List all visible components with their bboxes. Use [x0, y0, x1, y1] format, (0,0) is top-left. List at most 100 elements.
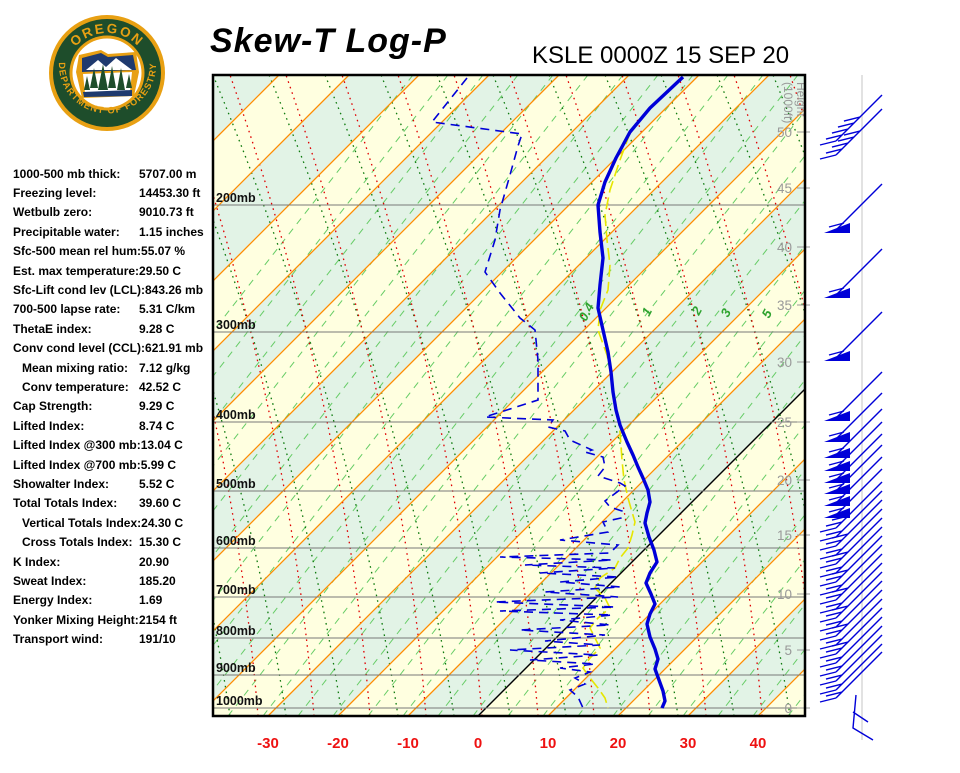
index-value: 8.74 C — [139, 418, 175, 433]
height-label: 35 — [777, 298, 792, 313]
isotherm-band — [828, 75, 960, 716]
temperature-axis-label: 0 — [474, 735, 482, 752]
wind-barb — [819, 481, 883, 533]
index-row: Total Totals Index: 39.60 C — [13, 494, 213, 513]
wind-barb — [824, 444, 883, 494]
index-value: 2154 ft — [139, 612, 178, 627]
index-value: 191/10 — [139, 632, 176, 647]
index-row: Yonker Mixing Height: 2154 ft — [13, 610, 213, 629]
index-label: Freezing level: — [13, 186, 97, 201]
moist-adiabat-line — [397, 75, 539, 716]
index-row: Conv temperature: 42.52 C — [13, 377, 213, 396]
pressure-label: 200mb — [216, 191, 256, 205]
height-label: 30 — [777, 355, 792, 370]
index-value: 42.52 C — [139, 379, 182, 394]
index-value: 9.28 C — [139, 321, 175, 336]
temperature-axis-label: -30 — [257, 735, 279, 752]
chart-border — [211, 73, 807, 718]
index-value: 5.99 C — [140, 457, 177, 472]
mixing-ratio-line — [213, 75, 414, 333]
index-value: 14453.30 ft — [139, 186, 201, 201]
index-label: Conv temperature: — [22, 379, 129, 394]
index-value: 20.90 — [139, 554, 170, 569]
wind-barb — [819, 607, 883, 659]
index-label: Showalter Index: — [13, 476, 110, 491]
index-value: 24.30 C — [141, 515, 184, 530]
mixing-ratio-line — [367, 154, 805, 716]
page-title: Skew-T Log-P — [210, 22, 447, 60]
wind-barb — [819, 499, 883, 551]
dry-adiabat-line — [213, 388, 287, 716]
moist-adiabat-line — [453, 75, 595, 716]
wind-barb — [824, 421, 883, 471]
wind-barb — [824, 433, 883, 483]
index-label: 1000-500 mb thick: — [13, 166, 121, 181]
index-row: Vertical Totals Index: 24.30 C — [13, 513, 213, 532]
index-value: 7.12 g/kg — [139, 360, 191, 375]
dry-adiabat-line — [213, 614, 231, 716]
mixing-ratio-line — [227, 75, 729, 716]
mixing-ratio-line — [577, 424, 805, 716]
indices-panel: 1000-500 mb thick: 5707.00 m Freezing leve… — [13, 164, 213, 649]
wind-barb — [852, 694, 874, 741]
index-label: 700-500 lapse rate: — [13, 302, 121, 317]
index-value: 185.20 — [139, 573, 176, 588]
wind-barb — [824, 183, 883, 233]
index-row: 1000-500 mb thick: 5707.00 m — [13, 164, 213, 183]
mixing-ratio-line — [213, 75, 519, 467]
index-row: Lifted Index @300 mb: 13.04 C — [13, 435, 213, 454]
index-label: Conv cond level (CCL): — [13, 341, 146, 356]
plot-grid: 0.4 1 2 3 5200mb300mb400mb500mb600mb700mb800… — [213, 75, 960, 716]
isotherm-line — [337, 248, 805, 716]
wind-barb — [819, 535, 883, 587]
mixing-ratio-line — [647, 513, 805, 716]
index-label: Cap Strength: — [13, 399, 93, 414]
index-label: Vertical Totals Index: — [22, 515, 142, 530]
dry-adiabat-line — [548, 75, 735, 716]
mixing-ratio-line — [507, 334, 805, 716]
dry-adiabat-line — [829, 75, 960, 716]
mixing-ratio-line — [402, 199, 805, 716]
wind-barb — [819, 589, 883, 641]
moist-adiabat-line — [621, 75, 763, 716]
index-row: Sweat Index: 185.20 — [13, 571, 213, 590]
index-label: ThetaE index: — [13, 321, 92, 336]
index-row: Mean mixing ratio: 7.12 g/kg — [13, 358, 213, 377]
moist-adiabat-line — [285, 75, 427, 716]
index-label: Est. max temperature: — [13, 263, 140, 278]
index-row: Transport wind: 191/10 — [13, 629, 213, 648]
index-row: Sfc-500 mean rel hum: 55.07 % — [13, 242, 213, 261]
pressure-label: 700mb — [216, 583, 256, 597]
mixing-ratio-line — [717, 603, 805, 716]
mixing-ratio-line — [262, 75, 764, 716]
index-label: K Index: — [13, 554, 61, 569]
dry-adiabat-line — [324, 75, 511, 716]
temperature-axis-label: -10 — [397, 735, 419, 752]
isotherm-line — [547, 458, 805, 716]
moist-adiabat-line — [565, 75, 707, 716]
wind-barb — [824, 456, 883, 506]
isotherm-line — [213, 75, 560, 422]
index-value: 29.50 C — [139, 263, 182, 278]
height-label: 50 — [777, 125, 792, 140]
pressure-label: 300mb — [216, 318, 256, 332]
mixing-ratio-line — [787, 693, 805, 716]
index-row: Precipitable water: 1.15 inches — [13, 222, 213, 241]
logo-oregon-emblem — [76, 50, 139, 98]
mixing-ratio-line — [213, 75, 694, 692]
index-label: Lifted Index @300 mb: — [13, 438, 141, 453]
temperature-profile — [596, 75, 685, 709]
wind-barbs — [819, 94, 883, 741]
dry-adiabat-line — [604, 75, 791, 716]
mixing-ratio-line — [213, 75, 484, 422]
index-label: Mean mixing ratio: — [22, 360, 129, 375]
isotherm-line — [213, 108, 805, 702]
mixing-ratio-line — [332, 110, 805, 716]
index-value: 9.29 C — [139, 399, 175, 414]
isotherm-line — [828, 75, 960, 716]
index-value: 621.91 mb — [145, 341, 204, 356]
moist-adiabat-line — [789, 75, 805, 122]
index-row: Sfc-Lift cond lev (LCL): 843.26 mb — [13, 280, 213, 299]
height-label: 25 — [777, 415, 792, 430]
